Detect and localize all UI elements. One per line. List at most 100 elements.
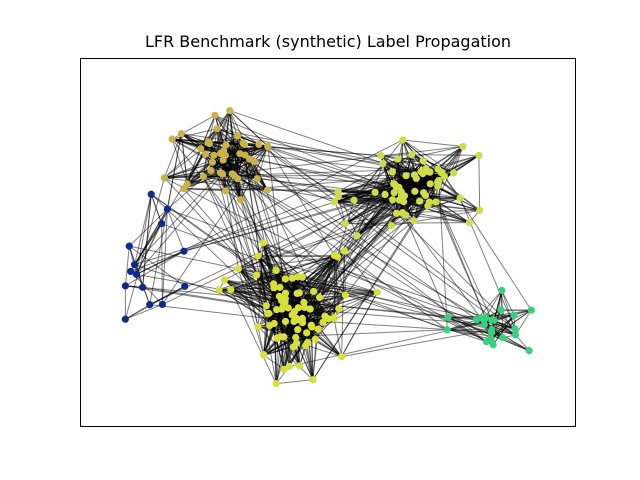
graph-node-olive-community <box>255 140 263 149</box>
graph-edge <box>492 314 515 346</box>
graph-node-lime-community-b <box>262 302 270 310</box>
graph-node-lime-community-b <box>254 252 262 260</box>
graph-node-lime-community-a <box>426 180 434 188</box>
graph-node-green-community <box>510 311 518 319</box>
graph-node-lime-community-a <box>475 151 483 160</box>
graph-node-navy-community <box>163 205 171 213</box>
plot-frame <box>80 58 576 427</box>
graph-node-lime-community-b <box>288 274 296 282</box>
graph-edge <box>440 146 464 173</box>
graph-node-lime-community-b <box>294 326 302 334</box>
graph-edge <box>183 193 386 252</box>
graph-node-lime-community-a <box>330 198 339 206</box>
graph-edge <box>150 194 163 224</box>
graph-edge <box>411 154 454 174</box>
graph-node-navy-community <box>121 282 130 290</box>
graph-node-olive-community <box>239 139 247 147</box>
graph-edge <box>222 159 335 203</box>
graph-edge <box>171 138 188 185</box>
graph-node-olive-community <box>226 106 234 115</box>
graph-node-navy-community <box>121 315 129 323</box>
graph-node-lime-community-b <box>302 341 310 350</box>
graph-node-lime-community-b <box>293 339 301 347</box>
graph-node-lime-community-b <box>288 311 296 319</box>
graph-edge <box>276 379 313 385</box>
graph-edge <box>249 158 487 343</box>
graph-edge <box>257 255 378 293</box>
graph-edge <box>337 256 487 343</box>
graph-edge <box>202 176 270 326</box>
graph-node-lime-community-b <box>276 333 284 341</box>
graph-node-olive-community <box>205 139 213 148</box>
graph-node-lime-community-b <box>276 283 284 291</box>
graph-node-green-community <box>472 316 480 324</box>
graph-node-navy-community <box>147 190 155 198</box>
graph-edge <box>298 319 492 334</box>
graph-node-lime-community-a <box>371 188 379 196</box>
graph-node-lime-community-b <box>309 287 318 296</box>
graph-node-lime-community-b <box>272 379 280 388</box>
graph-edge <box>304 172 442 308</box>
graph-edge <box>242 142 271 326</box>
graph-node-lime-community-b <box>303 329 311 337</box>
graph-node-olive-community <box>201 150 210 158</box>
graph-node-olive-community <box>199 172 208 181</box>
graph-node-olive-community <box>233 174 242 183</box>
graph-node-lime-community-a <box>353 232 361 240</box>
graph-edge <box>166 208 185 252</box>
graph-node-lime-community-a <box>411 187 419 195</box>
graph-node-lime-community-b <box>254 323 262 331</box>
graph-edge <box>279 336 285 370</box>
graph-node-olive-community <box>216 169 225 177</box>
graph-node-lime-community-b <box>285 362 293 371</box>
graph-node-lime-community-b <box>272 266 280 274</box>
graph-node-lime-community-a <box>449 169 458 177</box>
graph-node-lime-community-a <box>395 183 403 191</box>
graph-node-navy-community <box>146 301 154 309</box>
graph-node-lime-community-a <box>401 211 410 219</box>
graph-edge <box>149 304 303 324</box>
graph-edge <box>429 183 493 333</box>
graph-edge <box>333 318 343 357</box>
graph-edge <box>149 186 397 306</box>
graph-node-lime-community-b <box>300 303 309 312</box>
graph-node-lime-community-a <box>399 136 407 144</box>
graph-node-olive-community <box>168 135 176 143</box>
graph-edge <box>437 185 461 199</box>
graph-node-green-community <box>511 325 519 333</box>
graph-node-lime-community-b <box>294 304 302 312</box>
graph-edge <box>172 128 218 140</box>
graph-node-lime-community-a <box>377 151 385 160</box>
graph-edge <box>125 250 185 287</box>
graph-node-lime-community-a <box>379 160 387 168</box>
graph-node-green-community <box>497 306 505 314</box>
graph-node-lime-community-b <box>321 312 329 320</box>
graph-edge <box>134 208 168 265</box>
graph-node-navy-community <box>181 282 189 290</box>
graph-node-lime-community-b <box>270 284 278 292</box>
graph-edge <box>402 139 463 148</box>
graph-edge <box>515 309 532 336</box>
graph-node-lime-community-b <box>281 295 289 303</box>
graph-node-lime-community-b <box>278 305 286 313</box>
graph-edge <box>427 205 470 224</box>
graph-edge <box>345 294 487 343</box>
graph-edge <box>341 329 492 358</box>
graph-edge <box>171 138 268 191</box>
graph-edge <box>129 245 485 321</box>
graph-node-lime-community-b <box>309 376 317 384</box>
graph-node-lime-community-a <box>456 194 464 202</box>
graph-edge <box>134 172 221 265</box>
graph-edge <box>229 110 255 162</box>
graph-edge <box>267 145 443 174</box>
graph-node-lime-community-a <box>408 150 416 159</box>
graph-edge <box>230 289 277 384</box>
graph-edge <box>202 143 210 177</box>
graph-node-lime-community-b <box>293 289 301 298</box>
graph-node-green-community <box>480 320 488 329</box>
graph-node-olive-community <box>180 185 188 193</box>
graph-node-lime-community-b <box>373 288 381 296</box>
graph-node-olive-community <box>233 132 242 140</box>
graph-node-lime-community-a <box>420 189 428 197</box>
